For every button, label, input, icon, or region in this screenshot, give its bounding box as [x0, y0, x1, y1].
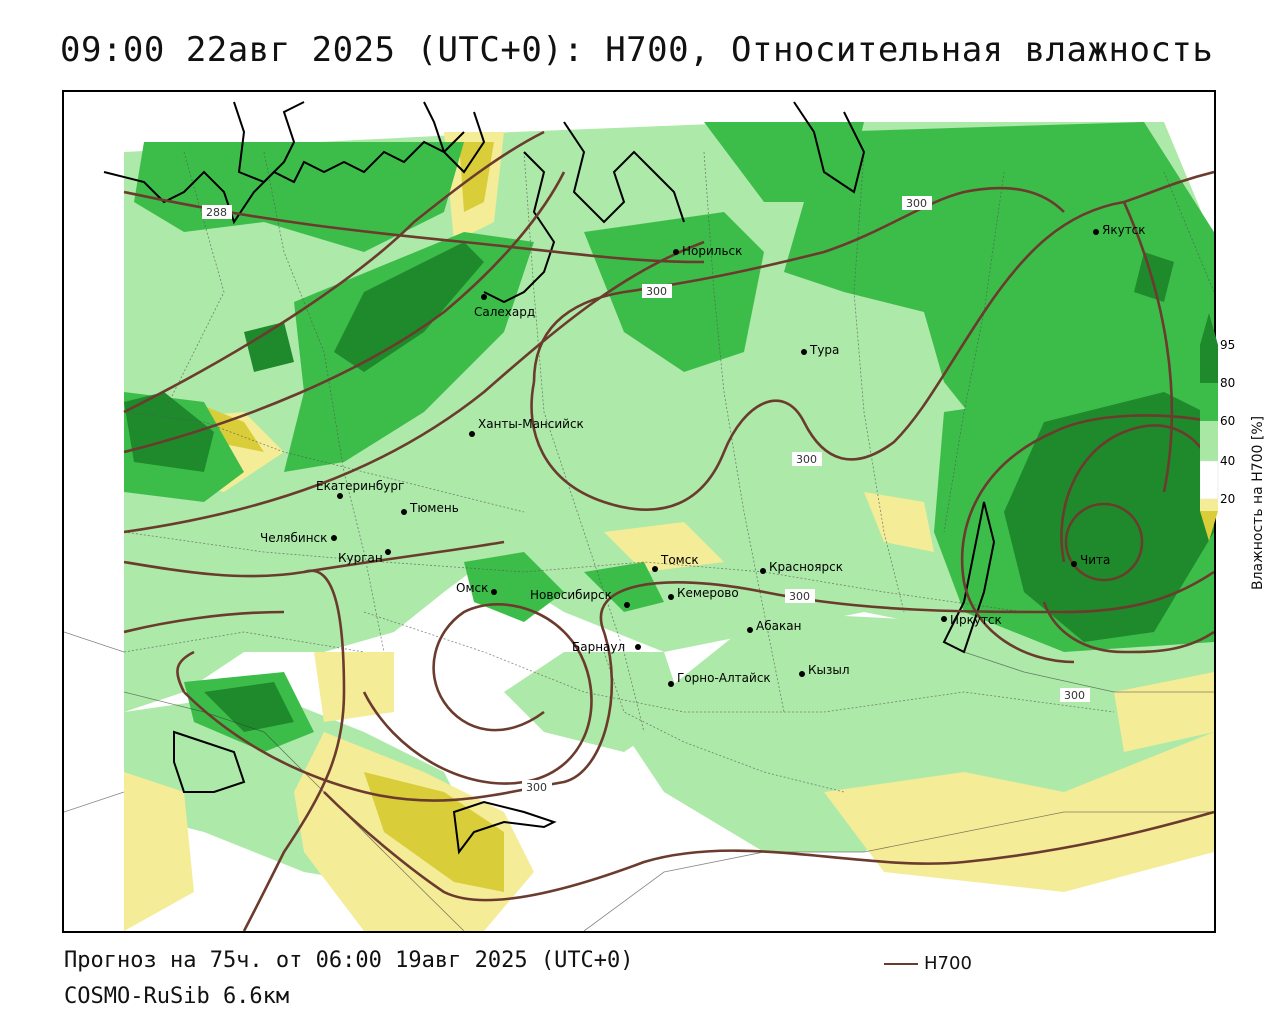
contour-legend-label: H700	[924, 953, 972, 974]
svg-text:Ханты-Мансийск: Ханты-Мансийск	[478, 417, 584, 431]
svg-text:Чита: Чита	[1080, 553, 1110, 567]
colorbar-title-text: Влажность на H700 [%]	[1250, 415, 1266, 590]
city-gorno-altaysk[interactable]: Горно-Алтайск	[668, 671, 771, 687]
svg-text:Иркутск: Иркутск	[950, 613, 1002, 627]
country-borders	[64, 631, 1214, 931]
city-krasnoyarsk[interactable]: Красноярск	[760, 560, 843, 574]
city-kurgan[interactable]: Курган	[338, 549, 391, 565]
colorbar-segment-20	[1200, 499, 1218, 511]
city-norilsk[interactable]: Норильск	[673, 244, 742, 258]
svg-text:Омск: Омск	[456, 581, 488, 595]
city-tura[interactable]: Тура	[801, 343, 839, 357]
svg-text:Курган: Курган	[338, 551, 383, 565]
city-yekaterinburg[interactable]: Екатеринбург	[316, 479, 404, 499]
svg-text:Абакан: Абакан	[756, 619, 801, 633]
svg-text:Екатеринбург: Екатеринбург	[316, 479, 404, 493]
coastlines	[103, 101, 996, 855]
svg-text:Томск: Томск	[660, 553, 699, 567]
svg-text:Новосибирск: Новосибирск	[530, 588, 612, 602]
city-omsk[interactable]: Омск	[456, 581, 497, 595]
svg-text:Тура: Тура	[809, 343, 839, 357]
map-title: 09:00 22авг 2025 (UTC+0): H700, Относите…	[60, 30, 1214, 70]
city-abakan[interactable]: Абакан	[747, 619, 801, 633]
colorbar-segment-80	[1200, 383, 1218, 421]
city-tomsk[interactable]: Томск	[652, 553, 699, 572]
contour-label: 300	[789, 590, 810, 603]
contour-label: 300	[526, 781, 547, 794]
map-frame[interactable]: 288 300 300 300 300 300 300 Норильск Яку…	[62, 90, 1216, 933]
colorbar-segment-40	[1200, 460, 1219, 500]
city-markers: Норильск Якутск Салехард Тура Ханты-Манс…	[260, 223, 1146, 687]
colorbar-title: Влажность на H700 [%]	[1250, 300, 1268, 600]
model-name: COSMO-RuSib 6.6км	[64, 984, 290, 1009]
svg-text:Кемерово: Кемерово	[677, 586, 739, 600]
colorbar-tick: 95	[1220, 338, 1235, 352]
colorbar-tick: 60	[1220, 414, 1235, 428]
svg-text:Салехард: Салехард	[474, 305, 535, 319]
city-tyumen[interactable]: Тюмень	[401, 501, 459, 515]
city-yakutsk[interactable]: Якутск	[1093, 223, 1146, 237]
contour-label: 300	[1064, 689, 1085, 702]
contour-label: 300	[906, 197, 927, 210]
city-barnaul[interactable]: Барнаул	[572, 640, 641, 654]
city-irkutsk[interactable]: Иркутск	[941, 613, 1002, 627]
svg-text:Якутск: Якутск	[1102, 223, 1146, 237]
colorbar-bottom-arrow	[1200, 511, 1218, 541]
contour-legend-line	[884, 963, 918, 965]
city-chita[interactable]: Чита	[1071, 553, 1110, 567]
svg-text:Тюмень: Тюмень	[409, 501, 459, 515]
humidity-map: 288 300 300 300 300 300 300 Норильск Яку…	[64, 92, 1214, 931]
city-chelyabinsk[interactable]: Челябинск	[260, 531, 337, 545]
colorbar-segment-95	[1200, 345, 1218, 383]
contour-label: 300	[796, 453, 817, 466]
colorbar-tick: 80	[1220, 376, 1235, 390]
colorbar-tick: 20	[1220, 492, 1235, 506]
city-khanty-mansiysk[interactable]: Ханты-Мансийск	[469, 417, 584, 437]
humidity-95-layer	[124, 242, 1214, 732]
svg-text:Горно-Алтайск: Горно-Алтайск	[677, 671, 771, 685]
svg-text:Кызыл: Кызыл	[808, 663, 850, 677]
contour-labels: 288 300 300 300 300 300 300	[202, 196, 1090, 794]
city-kemerovo[interactable]: Кемерово	[668, 586, 739, 600]
city-novosibirsk[interactable]: Новосибирск	[530, 588, 630, 608]
svg-text:Челябинск: Челябинск	[260, 531, 327, 545]
city-salekhard[interactable]: Салехард	[474, 294, 535, 319]
colorbar-segment-60	[1200, 421, 1218, 461]
svg-text:Барнаул: Барнаул	[572, 640, 625, 654]
contour-label: 300	[646, 285, 667, 298]
forecast-info: Прогноз на 75ч. от 06:00 19авг 2025 (UTC…	[64, 948, 634, 973]
colorbar-top-arrow	[1200, 313, 1218, 345]
region-boundaries	[123, 151, 1214, 793]
svg-text:Норильск: Норильск	[682, 244, 742, 258]
humidity-colorbar: 95 80 60 40 20	[1200, 313, 1235, 541]
city-kyzyl[interactable]: Кызыл	[799, 663, 850, 677]
contour-label: 288	[206, 206, 227, 219]
h700-contours	[123, 130, 1214, 931]
colorbar-tick: 40	[1220, 454, 1235, 468]
svg-text:Красноярск: Красноярск	[769, 560, 843, 574]
